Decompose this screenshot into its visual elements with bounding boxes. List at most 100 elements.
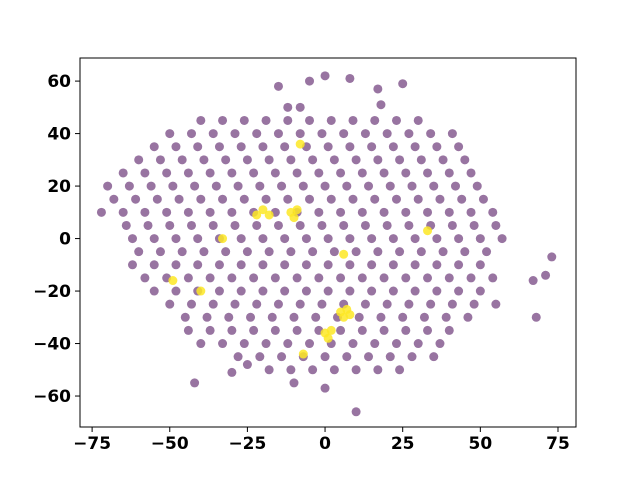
point [177, 155, 187, 165]
point [255, 352, 265, 362]
point [258, 234, 268, 244]
point [292, 168, 302, 178]
point [345, 73, 355, 83]
point [308, 155, 318, 165]
point [311, 312, 321, 322]
point [273, 129, 283, 139]
point [214, 260, 224, 270]
point [236, 286, 246, 296]
point [165, 129, 175, 139]
point [317, 220, 327, 230]
point [391, 194, 401, 204]
point [423, 207, 433, 217]
point [398, 312, 408, 322]
point [140, 273, 150, 283]
point [364, 181, 374, 191]
point [177, 247, 187, 257]
point [196, 339, 206, 349]
point [196, 194, 206, 204]
point [370, 194, 380, 204]
point [466, 273, 476, 283]
point [180, 312, 190, 322]
point [388, 260, 398, 270]
point [475, 234, 485, 244]
point [367, 286, 377, 296]
point [447, 220, 457, 230]
point [351, 365, 361, 375]
point [264, 210, 274, 220]
axes-frame [79, 57, 577, 428]
point [230, 220, 240, 230]
point [183, 207, 193, 217]
point [345, 286, 355, 296]
point [205, 207, 215, 217]
point [270, 168, 280, 178]
point [370, 115, 380, 125]
point [239, 194, 249, 204]
point [199, 247, 209, 257]
point [295, 299, 305, 309]
point [109, 194, 119, 204]
point [345, 260, 355, 270]
point [233, 352, 243, 362]
point [444, 207, 454, 217]
point [472, 181, 482, 191]
point [438, 155, 448, 165]
point [419, 312, 429, 322]
point [460, 247, 470, 257]
point [314, 207, 324, 217]
point [326, 194, 336, 204]
point [416, 247, 426, 257]
point [360, 299, 370, 309]
point [454, 234, 464, 244]
point [345, 142, 355, 152]
point [190, 181, 200, 191]
point [323, 234, 333, 244]
point [423, 273, 433, 283]
point [149, 260, 159, 270]
point [252, 210, 262, 220]
x-tick-label: 25 [391, 434, 415, 454]
x-tick-label: −25 [228, 434, 266, 454]
point [230, 299, 240, 309]
point [410, 142, 420, 152]
x-tick-label: 50 [469, 434, 493, 454]
point [376, 100, 386, 110]
point [118, 207, 128, 217]
point [286, 247, 296, 257]
point [103, 181, 113, 191]
point [488, 273, 498, 283]
point [382, 129, 392, 139]
point [385, 181, 395, 191]
point [398, 79, 408, 89]
point [308, 247, 318, 257]
point [252, 220, 262, 230]
point [435, 339, 445, 349]
point [329, 247, 339, 257]
point [345, 310, 355, 320]
point [301, 286, 311, 296]
point [165, 220, 175, 230]
point [385, 352, 395, 362]
y-tick-label: 20 [47, 177, 71, 197]
point [357, 207, 367, 217]
point [134, 155, 144, 165]
y-tick-label: 40 [47, 125, 71, 145]
point [323, 333, 333, 343]
point [491, 299, 501, 309]
point [273, 220, 283, 230]
point [131, 194, 141, 204]
point [401, 207, 411, 217]
point [298, 349, 308, 359]
point [441, 312, 451, 322]
point [475, 286, 485, 296]
point [348, 339, 358, 349]
point [339, 220, 349, 230]
point [208, 220, 218, 230]
point [323, 286, 333, 296]
point [140, 168, 150, 178]
point [457, 194, 467, 204]
point [478, 194, 488, 204]
point [205, 168, 215, 178]
point [435, 194, 445, 204]
